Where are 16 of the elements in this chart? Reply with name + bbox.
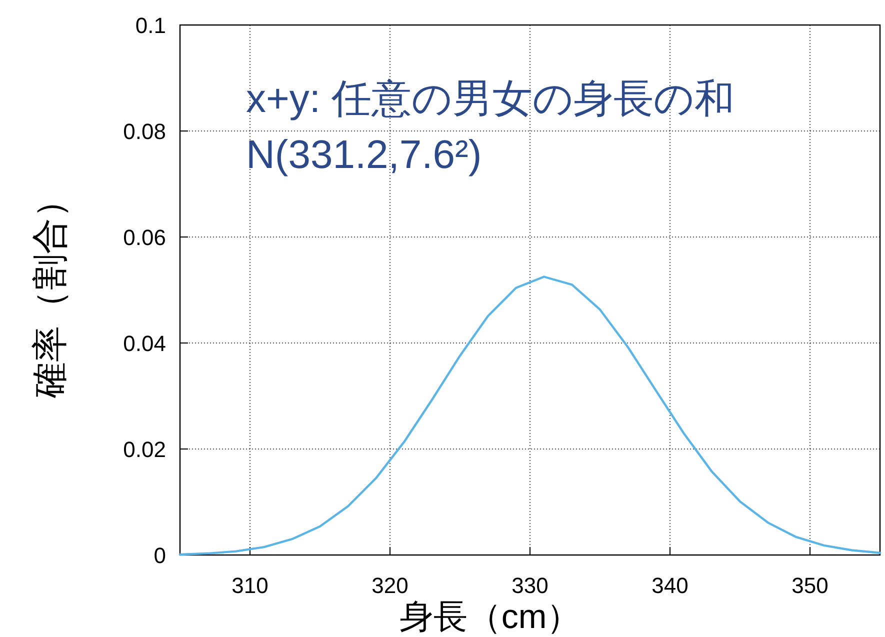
x-tick-label: 330 [512, 573, 548, 598]
y-tick-label: 0.08 [123, 119, 166, 144]
annotation: N(331.2,7.6²) [246, 133, 482, 177]
line-series [178, 276, 882, 556]
y-tick-label: 0 [154, 543, 166, 568]
annotation: x+y: 任意の男女の身長の和 [246, 77, 735, 121]
x-axis-title: 身長（cm） [399, 598, 581, 636]
y-tick-label: 0.04 [123, 331, 166, 356]
x-tick-label: 350 [792, 573, 828, 598]
y-tick-label: 0.02 [123, 437, 166, 462]
y-tick-label: 0.06 [123, 225, 166, 250]
y-axis-title: 確率（割合） [29, 182, 70, 399]
y-tick-label: 0.1 [135, 13, 166, 38]
x-tick-label: 340 [652, 573, 688, 598]
x-tick-label: 320 [372, 573, 408, 598]
x-tick-label: 310 [232, 573, 268, 598]
